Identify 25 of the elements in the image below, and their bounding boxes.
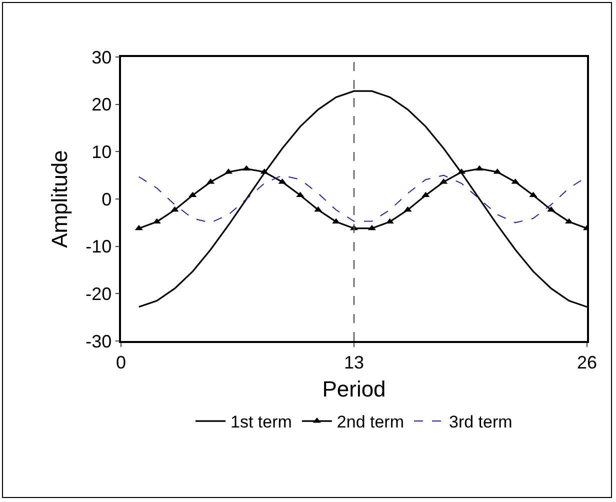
y-tick-label: 0 xyxy=(102,189,112,210)
x-tick-label: 0 xyxy=(116,352,126,372)
point xyxy=(404,206,412,212)
x-axis-title: Period xyxy=(322,376,386,402)
point xyxy=(134,224,143,230)
point xyxy=(206,178,215,184)
point xyxy=(368,224,376,230)
x-tick-label: 13 xyxy=(344,352,364,372)
y-tick-label: 10 xyxy=(92,142,112,162)
y-tick-label: 20 xyxy=(92,94,112,115)
legend-label: 2nd term xyxy=(336,412,404,432)
y-tick-label: -10 xyxy=(86,236,112,257)
point xyxy=(314,206,322,212)
point xyxy=(170,206,179,212)
y-tick-label: -30 xyxy=(86,331,112,352)
point xyxy=(278,178,286,184)
point xyxy=(511,178,520,184)
y-axis-title: Amplitude xyxy=(46,150,72,248)
legend-label: 3rd term xyxy=(449,412,512,432)
y-tick-label: -20 xyxy=(86,284,112,304)
point xyxy=(547,206,556,212)
y-tick-label: 30 xyxy=(92,47,112,68)
legend-label: 1st term xyxy=(230,412,292,432)
x-tick-label: 26 xyxy=(576,352,598,372)
point xyxy=(440,178,448,184)
